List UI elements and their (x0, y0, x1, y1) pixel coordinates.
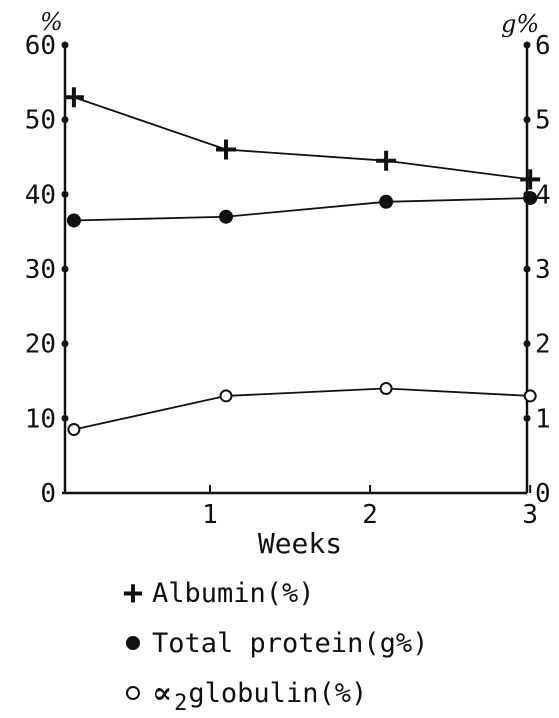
right-y-ticks: 0 1 2 3 4 5 6 (523, 31, 551, 509)
x-tick-label: 3 (522, 500, 538, 530)
legend-label-total-protein: Total protein(g%) (152, 627, 429, 659)
right-tick-dot (523, 340, 531, 348)
legend: + Albumin(%) Total protein(g%) ∝ 2 globu… (118, 568, 429, 718)
left-tick-dot (61, 265, 69, 273)
left-tick-label: 20 (25, 330, 56, 360)
plus-marker-icon: + (122, 573, 144, 613)
right-tick-dot (523, 414, 531, 422)
left-tick-label: 30 (25, 255, 56, 285)
filled-circle-point (66, 213, 81, 228)
line-chart: 0 10 20 30 40 50 60 0 1 2 3 4 5 6 1 2 3 % g% Weeks (25, 8, 551, 560)
plus-point (63, 87, 84, 108)
left-tick-label: 50 (25, 106, 56, 136)
plus-point (216, 139, 237, 160)
series-layer (63, 87, 541, 437)
left-tick-dot (61, 414, 69, 422)
left-tick-label: 60 (25, 31, 56, 61)
plus-point (520, 169, 541, 190)
right-tick-dot (523, 41, 531, 49)
open-circle-point (219, 389, 233, 403)
right-tick-label: 4 (535, 180, 551, 210)
right-tick-label: 3 (535, 255, 551, 285)
left-unit-label: % (40, 8, 63, 36)
legend-item-total-protein: Total protein(g%) (118, 618, 428, 668)
left-tick-label: 0 (40, 479, 56, 509)
alpha-subscript: 2 (174, 690, 188, 716)
x-axis-title: Weeks (258, 527, 342, 560)
left-y-ticks: 0 10 20 30 40 50 60 (25, 31, 69, 509)
plus-point (376, 150, 397, 171)
filled-circle-marker-icon (118, 636, 148, 650)
filled-circle-point (219, 209, 234, 224)
legend-item-globulin: ∝ 2 globulin(%) (118, 668, 428, 718)
left-tick-dot (61, 41, 69, 49)
open-circle-point (523, 389, 537, 403)
series-line (73, 197, 531, 222)
right-tick-label: 2 (535, 330, 551, 360)
left-tick-dot (61, 190, 69, 198)
legend-label-globulin: globulin(%) (188, 677, 368, 709)
x-tick-label: 2 (362, 500, 378, 530)
right-tick-dot (523, 265, 531, 273)
right-unit-label: g% (501, 10, 539, 38)
series-line (73, 96, 531, 181)
left-tick-dot (61, 116, 69, 124)
right-tick-dot (523, 116, 531, 124)
x-ticks: 1 2 3 (202, 485, 538, 530)
right-tick-label: 5 (535, 106, 551, 136)
open-circle-point (67, 423, 81, 437)
right-tick-label: 1 (535, 404, 551, 434)
alpha-symbol: ∝ (152, 675, 173, 711)
legend-label-albumin: Albumin(%) (152, 577, 315, 609)
left-tick-label: 40 (25, 180, 56, 210)
legend-item-albumin: + Albumin(%) (118, 568, 428, 618)
right-tick-label: 0 (535, 479, 551, 509)
series-line (73, 387, 531, 431)
filled-circle-point (379, 194, 394, 209)
filled-circle-point (523, 191, 538, 206)
open-circle-point (379, 381, 393, 395)
open-circle-marker-icon (118, 686, 148, 700)
x-tick-label: 1 (202, 500, 218, 530)
left-tick-label: 10 (25, 404, 56, 434)
left-tick-dot (61, 340, 69, 348)
right-tick-label: 6 (535, 31, 551, 61)
